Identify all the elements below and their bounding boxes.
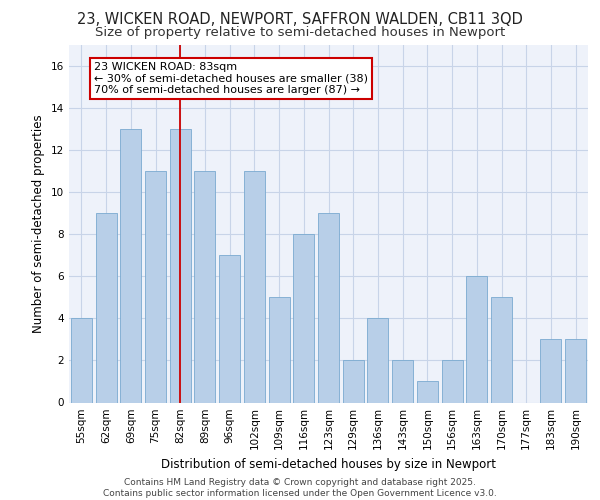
Bar — [417, 382, 438, 402]
Bar — [244, 171, 265, 402]
Bar — [71, 318, 92, 402]
Text: 23, WICKEN ROAD, NEWPORT, SAFFRON WALDEN, CB11 3QD: 23, WICKEN ROAD, NEWPORT, SAFFRON WALDEN… — [77, 12, 523, 28]
Bar — [269, 298, 290, 403]
Bar — [145, 171, 166, 402]
Bar — [95, 213, 116, 402]
Bar — [491, 298, 512, 403]
Bar — [466, 276, 487, 402]
Bar — [170, 129, 191, 402]
X-axis label: Distribution of semi-detached houses by size in Newport: Distribution of semi-detached houses by … — [161, 458, 496, 471]
Bar — [442, 360, 463, 403]
Bar — [318, 213, 339, 402]
Bar — [293, 234, 314, 402]
Bar — [367, 318, 388, 402]
Bar — [194, 171, 215, 402]
Bar — [541, 340, 562, 402]
Bar — [120, 129, 141, 402]
Text: Contains HM Land Registry data © Crown copyright and database right 2025.
Contai: Contains HM Land Registry data © Crown c… — [103, 478, 497, 498]
Y-axis label: Number of semi-detached properties: Number of semi-detached properties — [32, 114, 46, 333]
Text: Size of property relative to semi-detached houses in Newport: Size of property relative to semi-detach… — [95, 26, 505, 39]
Bar — [392, 360, 413, 403]
Bar — [343, 360, 364, 403]
Text: 23 WICKEN ROAD: 83sqm
← 30% of semi-detached houses are smaller (38)
70% of semi: 23 WICKEN ROAD: 83sqm ← 30% of semi-deta… — [94, 62, 368, 95]
Bar — [565, 340, 586, 402]
Bar — [219, 256, 240, 402]
